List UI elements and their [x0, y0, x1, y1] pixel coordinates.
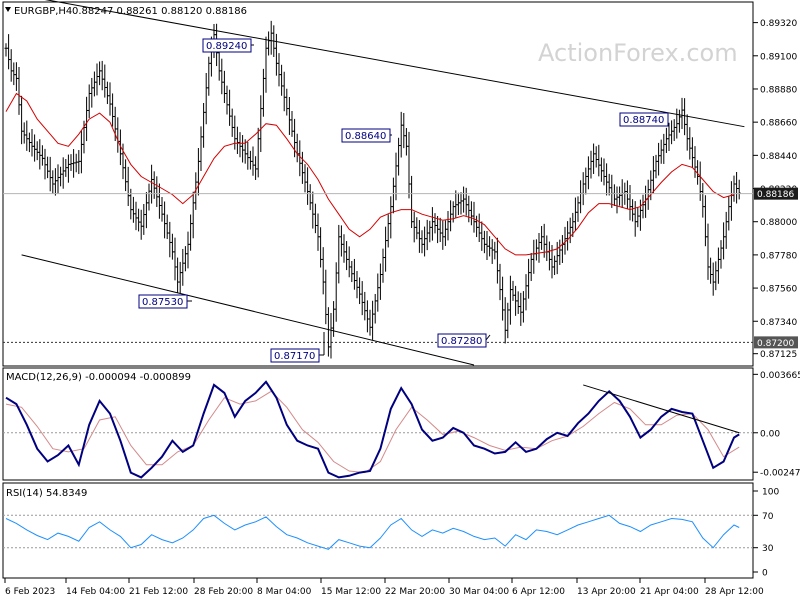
price-bar: [737, 179, 741, 200]
price-tick-label: 0.88880: [760, 85, 797, 95]
price-annotation: 0.87170: [270, 332, 325, 363]
macd-trendline: [583, 384, 740, 434]
price-tick-label: 0.87780: [760, 251, 797, 261]
dropdown-triangle-icon[interactable]: [5, 7, 11, 12]
rsi-panel-frame: [2, 482, 754, 579]
rsi-tick-label: 0: [762, 569, 768, 579]
support-label-box: [754, 336, 798, 349]
time-tick-label: 28 Feb 20:00: [194, 587, 253, 597]
macd-title: MACD(12,26,9) -0.000094 -0.000899: [6, 372, 191, 383]
channel-lines: [21, 0, 745, 366]
support-level-group: 0.87200: [3, 336, 798, 349]
last-price-group: 0.88186: [3, 187, 798, 200]
moving-average-group: [5, 92, 735, 256]
annotation-label: 0.87280: [441, 336, 482, 347]
rsi-tick-label: 70: [762, 512, 774, 522]
annotation-label: 0.87170: [274, 351, 315, 362]
macd-group: 0.003665 0.00 -0.002474: [3, 371, 800, 479]
time-tick-label: 6 Feb 2023: [5, 587, 55, 597]
annotation-label: 0.87530: [142, 297, 183, 308]
macd-main-line: [5, 380, 740, 479]
macd-tick-label: -0.002474: [760, 469, 800, 479]
time-tick-label: 22 Mar 20:00: [385, 587, 445, 597]
time-tick-label: 21 Feb 12:00: [129, 587, 188, 597]
price-annotation: 0.88740: [619, 112, 669, 127]
last-price-box: [754, 187, 798, 200]
price-tick-label: 0.88660: [760, 119, 797, 129]
time-axis: 6 Feb 2023 14 Feb 04:00 21 Feb 12:00 28 Feb…: [4, 578, 764, 597]
annotation-label: 0.88640: [345, 131, 386, 142]
price-tick-label: 0.89100: [760, 52, 797, 62]
macd-tick-label: 0.003665: [760, 371, 800, 381]
ohlc-readout: 0.88247 0.88261 0.88120 0.88186: [72, 6, 247, 17]
upper-channel-trendline: [44, 0, 745, 128]
support-label: 0.87200: [757, 339, 794, 349]
price-annotation: 0.87530: [138, 294, 192, 309]
time-tick-label: 13 Apr 20:00: [577, 587, 636, 597]
rsi-title: RSI(14) 54.8349: [6, 488, 87, 499]
time-tick-label: 14 Feb 04:00: [66, 587, 125, 597]
macd-tick-label: 0.00: [760, 429, 780, 439]
rsi-line: [5, 514, 740, 550]
rsi-tick-label: 30: [762, 544, 774, 554]
moving-average-line: [5, 92, 735, 256]
lower-channel-trendline: [21, 254, 475, 366]
price-annotation: 0.88640: [341, 128, 392, 143]
price-annotation: 0.87280: [437, 333, 491, 348]
time-tick-label: 28 Apr 12:00: [705, 587, 764, 597]
time-tick-label: 6 Apr 12:00: [512, 587, 565, 597]
rsi-tick-label: 100: [762, 488, 779, 498]
price-tick-label: 0.87125: [760, 350, 797, 360]
price-tick-label: 0.89320: [760, 19, 797, 29]
symbol-label: EURGBP,H4: [14, 6, 72, 17]
price-annotations: 0.89240 0.88640 0.88740 0.87530 0.87170 0.872…: [138, 38, 669, 363]
time-tick-label: 8 Mar 04:00: [257, 587, 312, 597]
price-tick-label: 0.87560: [760, 285, 797, 295]
price-tick-label: 0.88000: [760, 218, 797, 228]
watermark: ActionForex.com: [538, 39, 738, 67]
time-tick-label: 21 Apr 04:00: [640, 587, 699, 597]
annotation-label: 0.89240: [206, 41, 247, 52]
annotation-label: 0.88740: [623, 115, 664, 126]
price-tick-label: 0.87340: [760, 318, 797, 328]
time-tick-label: 30 Mar 04:00: [449, 587, 509, 597]
time-tick-label: 15 Mar 12:00: [321, 587, 381, 597]
rsi-group: 100 70 30 0: [3, 488, 779, 579]
last-price-label: 0.88186: [757, 190, 794, 200]
price-tick-label: 0.88440: [760, 152, 797, 162]
price-annotation: 0.89240: [202, 38, 254, 53]
